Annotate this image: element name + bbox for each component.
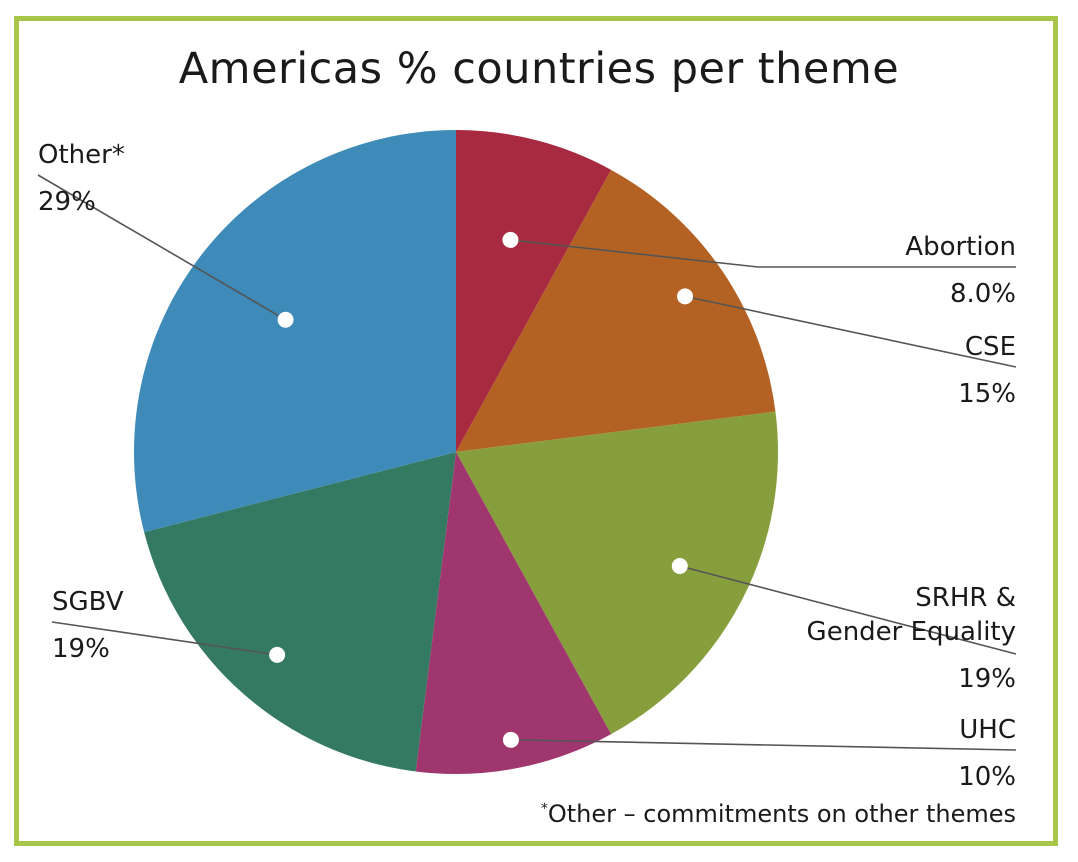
leader-dot [502, 231, 519, 248]
slice-value-label: 8.0% [950, 279, 1016, 309]
pie-slice-uhc [415, 452, 612, 774]
footnote-mark: * [540, 801, 548, 817]
pie-slice-srhr-gender-equality [456, 411, 778, 735]
leader-line [51, 621, 278, 656]
leader-line [684, 295, 1017, 368]
leader-line [510, 739, 1017, 751]
leader-dot [277, 311, 294, 328]
leader-dot [269, 646, 286, 663]
pie-slice-cse [456, 169, 776, 452]
leader-dot [677, 288, 694, 305]
slice-value-label: 29% [38, 187, 96, 217]
slice-value-label: 10% [958, 762, 1016, 792]
slice-value-label: 19% [52, 634, 110, 664]
footnote: *Other – commitments on other themes [541, 800, 1016, 828]
slice-value-label: 19% [958, 664, 1016, 694]
chart-title: Americas % countries per theme [178, 44, 900, 94]
pie-slice-abortion [456, 130, 612, 452]
leader-line [510, 239, 1016, 268]
leader-dot [671, 558, 688, 575]
pie-slice-sgbv [144, 452, 457, 772]
leader-dot [502, 731, 519, 748]
slice-labels: Abortion 8.0% CSE 15% SRHR & Gender Equality 1… [38, 140, 1016, 792]
leader-line [679, 565, 1017, 655]
slice-name-label: Other* [38, 140, 125, 170]
footnote-text: Other – commitments on other themes [547, 800, 1016, 828]
slice-name-label: UHC [959, 715, 1016, 745]
slice-value-label: 15% [958, 379, 1016, 409]
slice-name-label: Gender Equality [807, 617, 1016, 647]
slice-name-label: CSE [965, 332, 1016, 362]
pie-slices [134, 130, 778, 774]
leader-line [37, 174, 286, 321]
slice-name-label: Abortion [905, 232, 1016, 262]
slice-name-label: SRHR & [915, 583, 1016, 613]
slice-name-label: SGBV [52, 587, 124, 617]
pie-slice-other [134, 130, 456, 533]
leader-lines [37, 174, 1017, 751]
